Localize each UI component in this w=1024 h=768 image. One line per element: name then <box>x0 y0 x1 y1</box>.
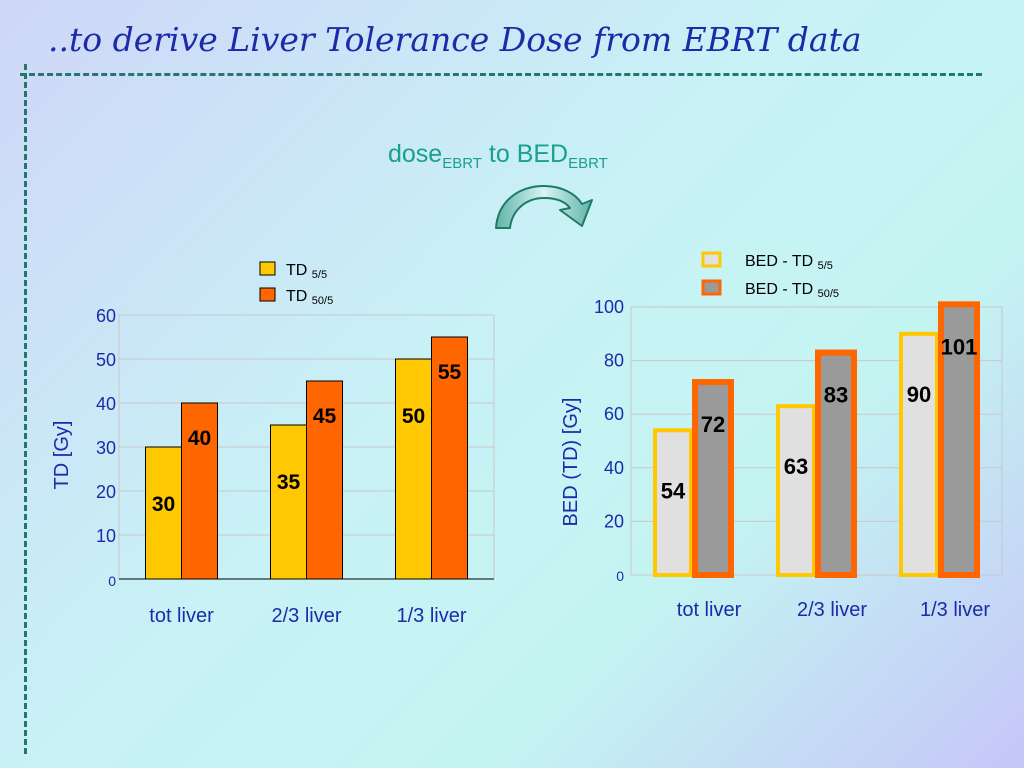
legend-label: TD 50/5 <box>286 288 333 307</box>
bar <box>815 349 857 578</box>
bar <box>306 380 343 580</box>
legend-label: BED - TD 5/5 <box>745 253 833 272</box>
data-label: 40 <box>188 427 211 450</box>
bar <box>395 358 432 580</box>
data-label: 54 <box>661 478 686 503</box>
legend-swatch <box>259 287 276 302</box>
data-label: 90 <box>907 382 931 407</box>
legend-label-sub: 50/5 <box>818 288 839 300</box>
y-tick-label: 80 <box>604 351 624 371</box>
legend-label-main: TD <box>286 262 312 279</box>
y-axis-label: TD [Gy] <box>51 421 73 490</box>
y-tick-label: 100 <box>594 297 624 317</box>
y-tick-label: 50 <box>96 350 116 370</box>
subtitle-dose: dose <box>388 140 443 168</box>
y-tick-label: 0 <box>108 573 116 589</box>
data-label: 30 <box>152 493 175 516</box>
legend-swatch <box>701 251 722 268</box>
x-tick-label: 2/3 liver <box>271 605 341 627</box>
slide-title: ..to derive Liver Tolerance Dose from EB… <box>48 20 862 59</box>
left-border-dashed <box>24 64 27 754</box>
bar <box>692 379 734 579</box>
y-axis-label: BED (TD) [Gy] <box>560 398 582 527</box>
bar <box>899 331 939 577</box>
bar <box>181 402 218 580</box>
legend-label-sub: 50/5 <box>312 295 333 307</box>
legend-swatch <box>701 279 722 296</box>
subtitle-bed-sub: EBRT <box>568 155 608 172</box>
legend-label: BED - TD 50/5 <box>745 281 839 300</box>
y-tick-label: 60 <box>604 404 624 424</box>
x-tick-label: tot liver <box>677 599 742 621</box>
x-tick-label: tot liver <box>149 605 214 627</box>
y-tick-label: 10 <box>96 526 116 546</box>
y-tick-label: 20 <box>96 482 116 502</box>
y-tick-label: 40 <box>604 458 624 478</box>
title-divider-dashed <box>20 73 982 76</box>
y-tick-label: 30 <box>96 438 116 458</box>
subtitle-dose-sub: EBRT <box>442 155 482 172</box>
legend-label-main: TD <box>286 288 312 305</box>
legend-label-main: BED - TD <box>745 281 818 298</box>
subtitle-bed: to BED <box>481 140 569 168</box>
x-tick-label: 2/3 liver <box>797 599 867 621</box>
bar <box>938 301 980 578</box>
curved-arrow-icon <box>495 185 593 229</box>
y-tick-label: 20 <box>604 511 624 531</box>
data-label: 55 <box>438 361 462 384</box>
legend-label-sub: 5/5 <box>818 260 833 272</box>
bar <box>776 404 816 577</box>
data-label: 45 <box>313 405 337 428</box>
legend-label-sub: 5/5 <box>312 269 327 281</box>
bar <box>145 446 182 580</box>
legend-swatch <box>259 261 276 276</box>
data-label: 35 <box>277 471 301 494</box>
legend-label-main: BED - TD <box>745 253 818 270</box>
conversion-subtitle: doseEBRT to BEDEBRT <box>388 140 608 172</box>
legend-label: TD 5/5 <box>286 262 327 281</box>
data-label: 83 <box>824 383 848 408</box>
y-tick-label: 60 <box>96 306 116 326</box>
data-label: 101 <box>941 334 978 359</box>
bar <box>431 336 468 580</box>
y-tick-label: 40 <box>96 394 116 414</box>
bar <box>653 428 693 577</box>
x-tick-label: 1/3 liver <box>920 599 990 621</box>
y-tick-label: 0 <box>616 568 624 584</box>
x-tick-label: 1/3 liver <box>396 605 466 627</box>
data-label: 72 <box>701 412 725 437</box>
data-label: 63 <box>784 454 808 479</box>
data-label: 50 <box>402 405 425 428</box>
